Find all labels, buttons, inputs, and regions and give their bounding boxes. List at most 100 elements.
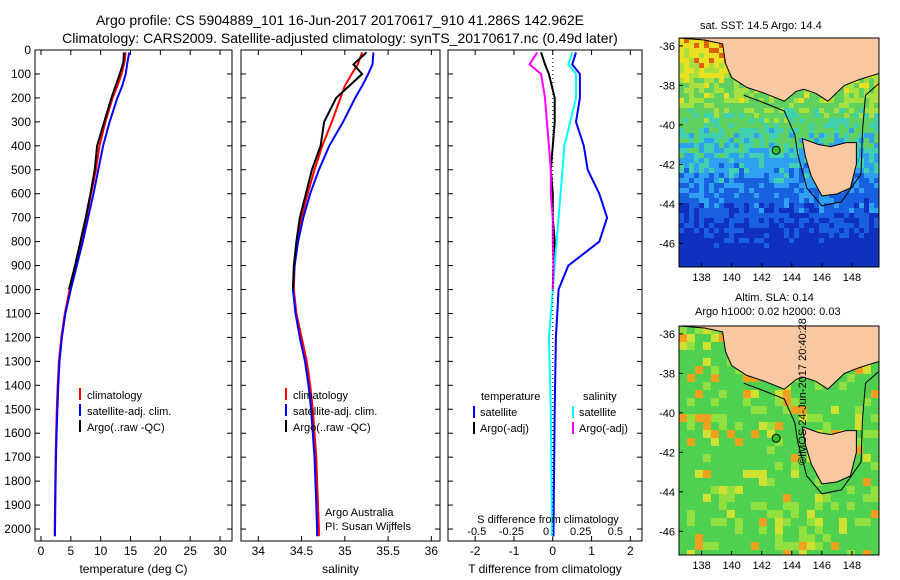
map-cell — [719, 263, 724, 267]
map-cell — [719, 253, 724, 258]
map-cell — [694, 223, 699, 228]
x-tick-label: 5 — [67, 544, 74, 558]
map-cell — [854, 103, 859, 108]
map-cell — [695, 342, 703, 350]
map-cell — [849, 108, 854, 113]
map-cell — [859, 188, 864, 193]
map-frame — [678, 325, 880, 556]
map-cell — [783, 470, 791, 478]
map-cell — [735, 542, 743, 550]
map-cell — [874, 73, 879, 78]
series-satellite-adj--clim- — [54, 52, 131, 537]
map-cell — [794, 93, 799, 98]
map-cell — [703, 366, 711, 374]
map-cell — [704, 228, 709, 233]
map-cell — [739, 258, 744, 263]
map-cell — [864, 83, 869, 88]
map-cell — [775, 398, 783, 406]
map-cell — [735, 382, 743, 390]
map-cell — [774, 128, 779, 133]
map-cell — [727, 494, 735, 502]
map-cell — [775, 414, 783, 422]
map-cell — [855, 494, 863, 502]
map-cell — [754, 263, 759, 267]
map-cell — [679, 63, 684, 68]
map-cell — [704, 253, 709, 258]
map-cell — [734, 128, 739, 133]
map-cell — [714, 163, 719, 168]
map-cell — [719, 188, 724, 193]
map-cell — [829, 248, 834, 253]
map-cell — [864, 143, 869, 148]
map-cell — [724, 103, 729, 108]
map-cell — [794, 153, 799, 158]
map-cell — [689, 88, 694, 93]
map-cell — [774, 183, 779, 188]
map-cell — [749, 168, 754, 173]
map-cell — [704, 148, 709, 153]
map-cell — [729, 203, 734, 208]
map-cell — [794, 108, 799, 113]
map-cell — [839, 138, 844, 143]
map-cell — [794, 178, 799, 183]
map-cell — [855, 390, 863, 398]
map-cell — [724, 88, 729, 93]
map-cell — [739, 168, 744, 173]
map-cell — [844, 98, 849, 103]
map-cell — [709, 238, 714, 243]
map-cell — [689, 168, 694, 173]
map-cell — [794, 173, 799, 178]
map-cell — [863, 534, 871, 542]
map-cell — [751, 526, 759, 534]
map-cell — [784, 183, 789, 188]
map-cell — [831, 534, 839, 542]
map-cell — [823, 534, 831, 542]
map-cell — [839, 88, 844, 93]
map-cell — [694, 78, 699, 83]
map-cell — [804, 128, 809, 133]
map-cell — [744, 143, 749, 148]
plot-frame — [240, 49, 441, 542]
map-cell — [739, 263, 744, 267]
map-cell — [804, 168, 809, 173]
map-cell — [767, 526, 775, 534]
map-cell — [679, 358, 687, 366]
map-cell — [714, 148, 719, 153]
map-cell — [687, 366, 695, 374]
map-cell — [744, 118, 749, 123]
map-cell — [839, 113, 844, 118]
series-argo--adj- — [540, 52, 556, 290]
map-cell — [869, 133, 874, 138]
map-cell — [695, 454, 703, 462]
map-cell — [799, 158, 804, 163]
map-cell — [791, 478, 799, 486]
map-cell — [874, 198, 879, 203]
map-cell — [831, 414, 839, 422]
map-cell — [719, 248, 724, 253]
map-cell — [834, 138, 839, 143]
y-tick-label: 1000 — [4, 283, 31, 297]
map-cell — [699, 208, 704, 213]
map-cell — [807, 422, 815, 430]
map-cell — [727, 510, 735, 518]
map-cell — [789, 218, 794, 223]
map-cell — [847, 390, 855, 398]
map-cell — [859, 88, 864, 93]
map-cell — [719, 228, 724, 233]
map-cell — [775, 502, 783, 510]
map-cell — [724, 173, 729, 178]
map-cell — [749, 138, 754, 143]
map-cell — [754, 193, 759, 198]
map-cell — [863, 486, 871, 494]
map-cell — [703, 422, 711, 430]
map-cell — [789, 258, 794, 263]
map-cell — [687, 542, 695, 550]
map-cell — [871, 542, 879, 550]
map-cell — [804, 223, 809, 228]
map-cell — [834, 108, 839, 113]
map-cell — [839, 510, 847, 518]
map-cell — [703, 430, 711, 438]
map-cell — [791, 382, 799, 390]
map-x-tick-label: 140 — [722, 272, 740, 284]
map-cell — [709, 73, 714, 78]
